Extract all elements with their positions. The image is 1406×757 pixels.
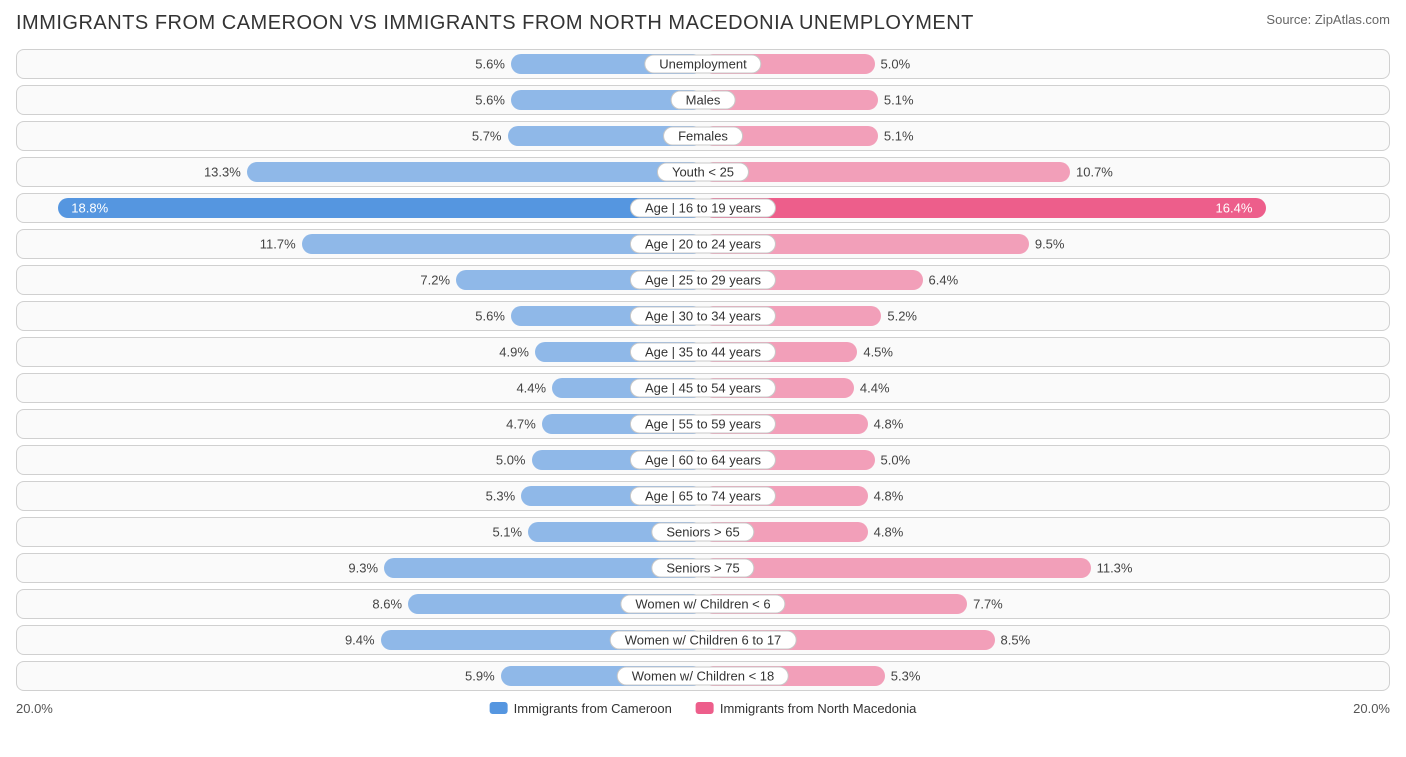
value-right: 5.3% xyxy=(891,669,921,684)
value-right: 5.1% xyxy=(884,129,914,144)
source-prefix: Source: xyxy=(1266,12,1311,27)
value-left: 4.7% xyxy=(506,417,536,432)
category-label: Age | 25 to 29 years xyxy=(630,271,776,290)
chart-row: 8.6% 7.7% Women w/ Children < 6 xyxy=(16,589,1390,619)
chart-row: 5.0% 5.0% Age | 60 to 64 years xyxy=(16,445,1390,475)
value-left: 4.4% xyxy=(516,381,546,396)
category-label: Age | 35 to 44 years xyxy=(630,343,776,362)
chart-header: IMMIGRANTS FROM CAMEROON VS IMMIGRANTS F… xyxy=(16,12,1390,35)
value-left: 13.3% xyxy=(204,165,241,180)
category-label: Age | 20 to 24 years xyxy=(630,235,776,254)
legend-swatch xyxy=(490,702,508,714)
chart-row: 5.6% 5.2% Age | 30 to 34 years xyxy=(16,301,1390,331)
category-label: Age | 45 to 54 years xyxy=(630,379,776,398)
value-left: 5.6% xyxy=(475,57,505,72)
category-label: Unemployment xyxy=(644,55,761,74)
value-left: 5.1% xyxy=(492,525,522,540)
bar-left xyxy=(247,162,703,182)
chart-row: 5.6% 5.1% Males xyxy=(16,85,1390,115)
value-right: 5.0% xyxy=(881,57,911,72)
chart-row: 5.3% 4.8% Age | 65 to 74 years xyxy=(16,481,1390,511)
value-right: 5.0% xyxy=(881,453,911,468)
value-left: 5.0% xyxy=(496,453,526,468)
category-label: Youth < 25 xyxy=(657,163,749,182)
value-right: 5.1% xyxy=(884,93,914,108)
bar-right xyxy=(703,162,1070,182)
bar-left xyxy=(58,198,703,218)
category-label: Seniors > 65 xyxy=(651,523,754,542)
category-label: Males xyxy=(671,91,736,110)
bar-right xyxy=(703,558,1091,578)
value-right: 8.5% xyxy=(1001,633,1031,648)
category-label: Women w/ Children < 6 xyxy=(620,595,785,614)
chart-row: 9.4% 8.5% Women w/ Children 6 to 17 xyxy=(16,625,1390,655)
chart-row: 5.7% 5.1% Females xyxy=(16,121,1390,151)
category-label: Females xyxy=(663,127,743,146)
chart-row: 5.6% 5.0% Unemployment xyxy=(16,49,1390,79)
chart-row: 13.3% 10.7% Youth < 25 xyxy=(16,157,1390,187)
value-left: 4.9% xyxy=(499,345,529,360)
value-left: 5.6% xyxy=(475,309,505,324)
category-label: Women w/ Children < 18 xyxy=(617,667,789,686)
chart-row: 4.7% 4.8% Age | 55 to 59 years xyxy=(16,409,1390,439)
value-right: 10.7% xyxy=(1076,165,1113,180)
category-label: Age | 30 to 34 years xyxy=(630,307,776,326)
chart-row: 4.4% 4.4% Age | 45 to 54 years xyxy=(16,373,1390,403)
value-left: 5.6% xyxy=(475,93,505,108)
chart-row: 11.7% 9.5% Age | 20 to 24 years xyxy=(16,229,1390,259)
bar-right xyxy=(703,198,1266,218)
chart-row: 9.3% 11.3% Seniors > 75 xyxy=(16,553,1390,583)
value-right: 11.3% xyxy=(1097,561,1133,576)
chart-row: 5.9% 5.3% Women w/ Children < 18 xyxy=(16,661,1390,691)
value-right: 4.5% xyxy=(863,345,893,360)
value-right: 4.8% xyxy=(874,489,904,504)
chart-row: 5.1% 4.8% Seniors > 65 xyxy=(16,517,1390,547)
axis-legend-row: 20.0%Immigrants from CameroonImmigrants … xyxy=(16,697,1390,719)
value-right: 9.5% xyxy=(1035,237,1065,252)
value-right: 5.2% xyxy=(887,309,917,324)
value-left: 8.6% xyxy=(372,597,402,612)
category-label: Age | 16 to 19 years xyxy=(630,199,776,218)
legend-item: Immigrants from North Macedonia xyxy=(696,701,917,716)
value-right: 4.8% xyxy=(874,417,904,432)
value-left: 9.4% xyxy=(345,633,375,648)
value-left: 5.7% xyxy=(472,129,502,144)
chart-row: 4.9% 4.5% Age | 35 to 44 years xyxy=(16,337,1390,367)
axis-max-right: 20.0% xyxy=(1353,701,1390,716)
value-left: 11.7% xyxy=(260,237,296,252)
diverging-bar-chart: 5.6% 5.0% Unemployment 5.6% 5.1% Males 5.7% 5.1… xyxy=(16,49,1390,719)
legend-label: Immigrants from North Macedonia xyxy=(720,701,917,716)
category-label: Age | 60 to 64 years xyxy=(630,451,776,470)
chart-row: 7.2% 6.4% Age | 25 to 29 years xyxy=(16,265,1390,295)
value-right: 4.8% xyxy=(874,525,904,540)
value-right: 16.4% xyxy=(1216,201,1253,216)
value-left: 9.3% xyxy=(348,561,378,576)
legend-item: Immigrants from Cameroon xyxy=(490,701,672,716)
category-label: Women w/ Children 6 to 17 xyxy=(610,631,797,650)
category-label: Seniors > 75 xyxy=(651,559,754,578)
legend-label: Immigrants from Cameroon xyxy=(514,701,672,716)
source-name: ZipAtlas.com xyxy=(1315,12,1390,27)
category-label: Age | 65 to 74 years xyxy=(630,487,776,506)
value-right: 4.4% xyxy=(860,381,890,396)
source-attribution: Source: ZipAtlas.com xyxy=(1266,12,1390,27)
value-left: 18.8% xyxy=(71,201,108,216)
legend-swatch xyxy=(696,702,714,714)
value-left: 5.3% xyxy=(486,489,516,504)
axis-max-left: 20.0% xyxy=(16,701,53,716)
chart-row: 18.8% 16.4% Age | 16 to 19 years xyxy=(16,193,1390,223)
value-left: 5.9% xyxy=(465,669,495,684)
legend: Immigrants from Cameroon Immigrants from … xyxy=(490,701,917,716)
value-right: 6.4% xyxy=(929,273,959,288)
chart-title: IMMIGRANTS FROM CAMEROON VS IMMIGRANTS F… xyxy=(16,12,974,35)
category-label: Age | 55 to 59 years xyxy=(630,415,776,434)
value-right: 7.7% xyxy=(973,597,1003,612)
value-left: 7.2% xyxy=(420,273,450,288)
